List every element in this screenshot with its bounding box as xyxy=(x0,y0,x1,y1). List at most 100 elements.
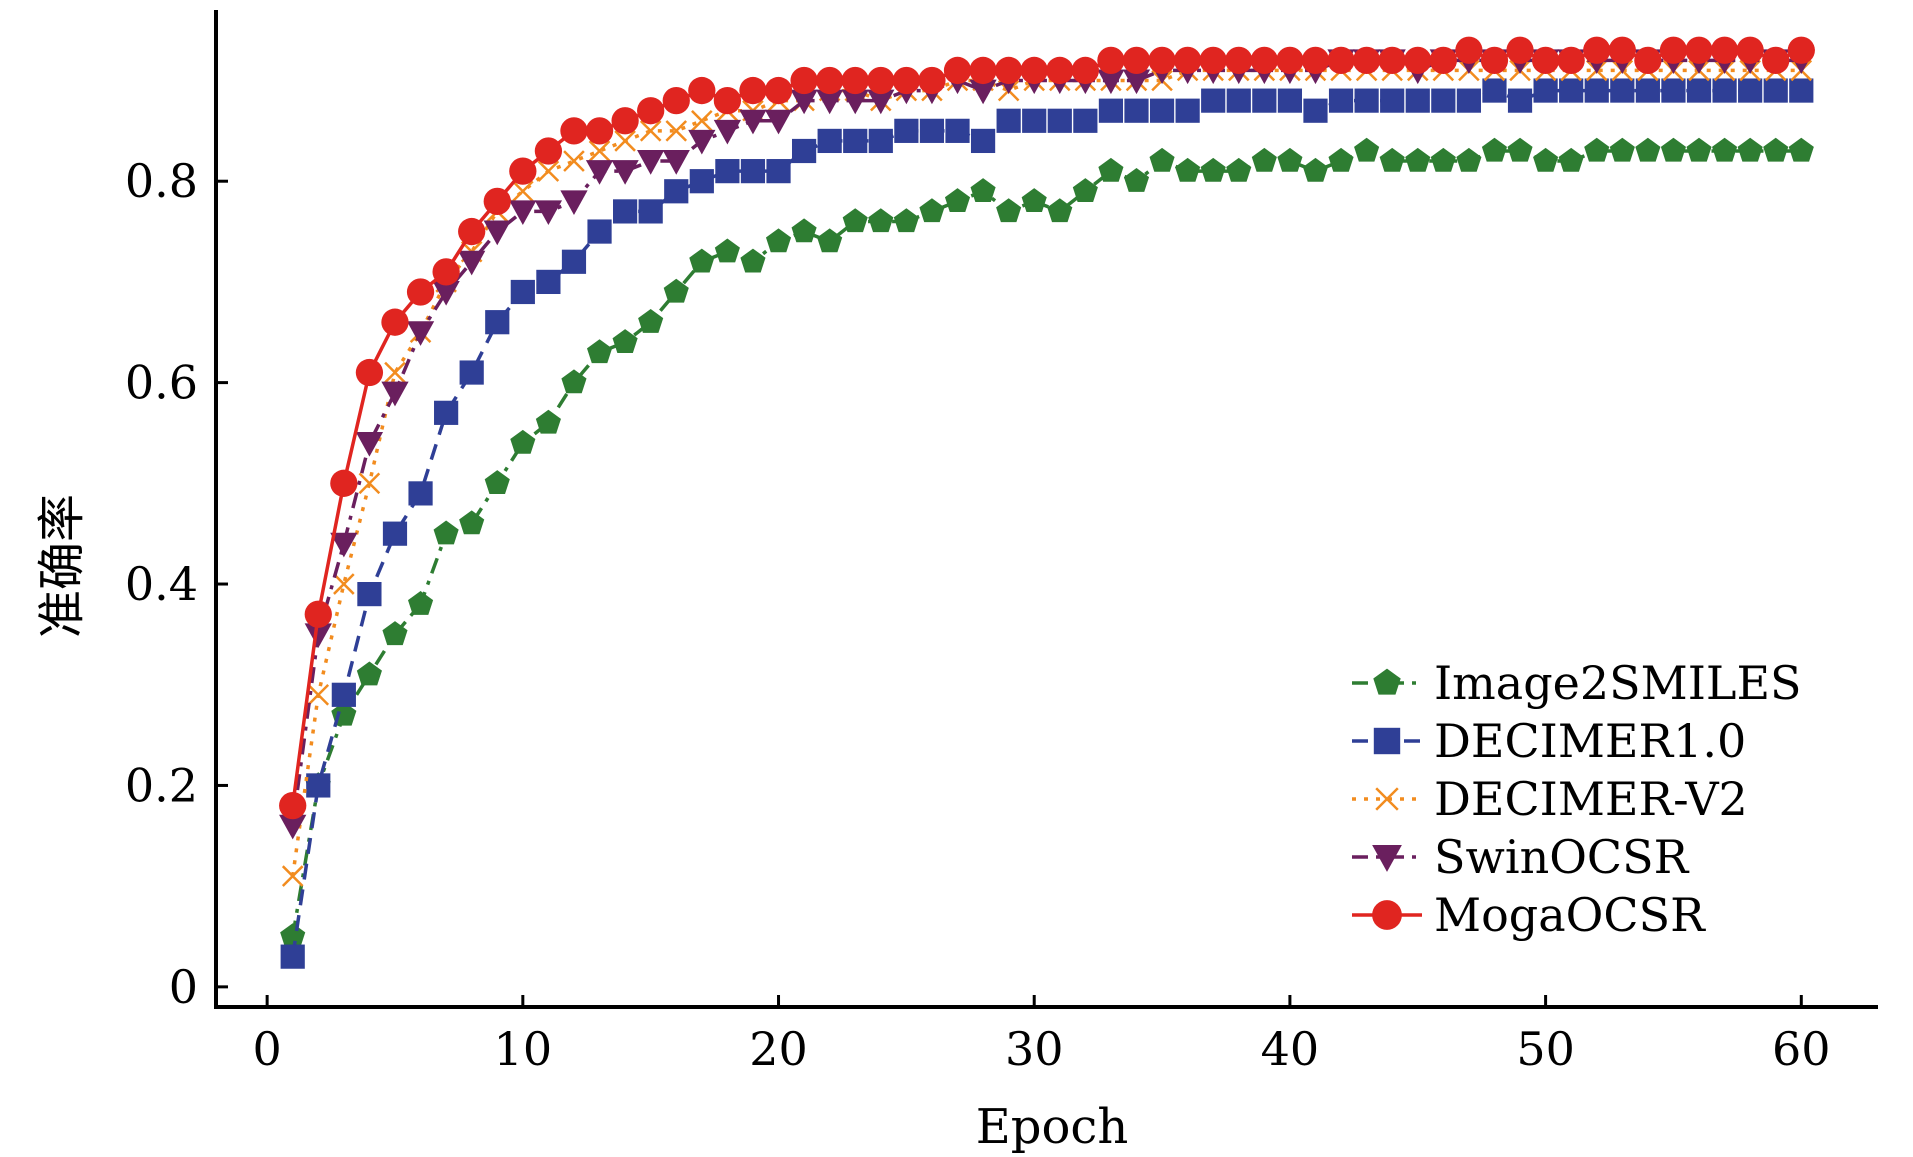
data-point xyxy=(691,109,713,132)
data-point xyxy=(944,188,971,213)
data-point xyxy=(688,129,716,155)
data-point xyxy=(1456,88,1481,113)
data-point xyxy=(330,469,358,497)
data-point xyxy=(1020,56,1048,85)
y-tick-label: 0.2 xyxy=(125,758,198,812)
data-point xyxy=(408,481,433,506)
data-point xyxy=(434,400,459,425)
data-point xyxy=(1098,157,1124,182)
x-tick-label: 0 xyxy=(252,1022,281,1076)
data-point xyxy=(512,180,534,203)
legend-marker xyxy=(1372,845,1402,872)
data-point xyxy=(1380,88,1405,113)
data-point xyxy=(1557,46,1585,74)
data-point xyxy=(689,248,715,273)
data-point xyxy=(996,108,1021,133)
data-point xyxy=(612,329,638,354)
data-point xyxy=(1584,78,1609,103)
legend-marker xyxy=(1375,787,1399,811)
data-point xyxy=(688,76,716,105)
data-point xyxy=(1175,157,1201,182)
data-point xyxy=(279,791,307,820)
data-point xyxy=(919,198,945,223)
data-point xyxy=(510,279,535,305)
data-point xyxy=(996,198,1022,223)
data-point xyxy=(484,470,510,495)
data-point xyxy=(1736,36,1764,64)
data-point xyxy=(458,217,486,246)
data-point xyxy=(715,159,740,184)
x-axis-label: Epoch xyxy=(976,1099,1128,1155)
data-point xyxy=(1481,137,1508,162)
data-point xyxy=(614,130,636,152)
legend-item: SwinOCSR xyxy=(1352,830,1690,884)
x-tick-label: 20 xyxy=(749,1022,808,1076)
data-point xyxy=(1712,78,1737,103)
data-point xyxy=(1430,147,1456,172)
data-point xyxy=(1558,147,1584,172)
legend-marker xyxy=(1372,900,1402,930)
data-point xyxy=(970,128,996,154)
data-point xyxy=(1098,98,1124,123)
data-point xyxy=(1634,46,1662,74)
data-point xyxy=(382,621,408,646)
data-point xyxy=(1047,108,1072,133)
data-point xyxy=(816,66,844,95)
data-point xyxy=(1379,147,1405,172)
data-point xyxy=(1327,46,1355,74)
data-point xyxy=(1328,147,1354,172)
data-point xyxy=(816,89,844,115)
data-point xyxy=(817,128,842,154)
data-point xyxy=(1789,78,1814,103)
data-point xyxy=(510,429,536,454)
x-tick-label: 40 xyxy=(1261,1022,1320,1076)
data-point xyxy=(1608,36,1636,64)
data-point xyxy=(1583,36,1611,64)
data-point xyxy=(1737,137,1763,162)
data-point xyxy=(1226,157,1252,182)
data-point xyxy=(740,248,766,273)
data-point xyxy=(304,600,332,628)
data-point xyxy=(1685,36,1713,64)
data-point xyxy=(662,150,690,175)
data-point xyxy=(1149,98,1175,123)
data-point xyxy=(560,190,588,215)
data-point xyxy=(1301,46,1330,74)
data-point xyxy=(407,590,434,615)
data-point xyxy=(381,381,409,407)
data-point xyxy=(664,179,689,204)
data-point xyxy=(790,66,818,95)
data-point xyxy=(281,865,304,887)
data-point xyxy=(563,150,585,172)
data-point xyxy=(665,120,688,142)
data-point xyxy=(843,128,868,154)
data-point xyxy=(969,56,997,85)
data-point xyxy=(1480,46,1509,74)
data-point xyxy=(535,409,561,434)
data-point xyxy=(867,89,895,115)
data-point xyxy=(945,118,970,143)
legend-label: MogaOCSR xyxy=(1434,888,1706,942)
legend-label: Image2SMILES xyxy=(1434,656,1802,710)
data-point xyxy=(1431,88,1456,113)
data-point xyxy=(432,258,460,286)
data-point xyxy=(1097,69,1125,95)
x-tick-label: 30 xyxy=(1005,1022,1064,1076)
series-0 xyxy=(280,137,1814,948)
data-point xyxy=(791,138,817,164)
data-point xyxy=(1047,198,1073,223)
data-point xyxy=(1252,88,1277,113)
data-point xyxy=(637,97,665,125)
data-point xyxy=(613,199,638,224)
data-point xyxy=(331,682,356,707)
y-tick-label: 0.8 xyxy=(125,154,198,208)
data-point xyxy=(279,814,307,840)
data-point xyxy=(357,582,382,607)
data-point xyxy=(1122,46,1151,74)
data-point xyxy=(995,56,1023,85)
series-4 xyxy=(279,36,1815,820)
data-point xyxy=(611,107,639,135)
data-point xyxy=(790,89,818,115)
data-point xyxy=(1405,88,1430,113)
data-point xyxy=(1277,88,1303,113)
